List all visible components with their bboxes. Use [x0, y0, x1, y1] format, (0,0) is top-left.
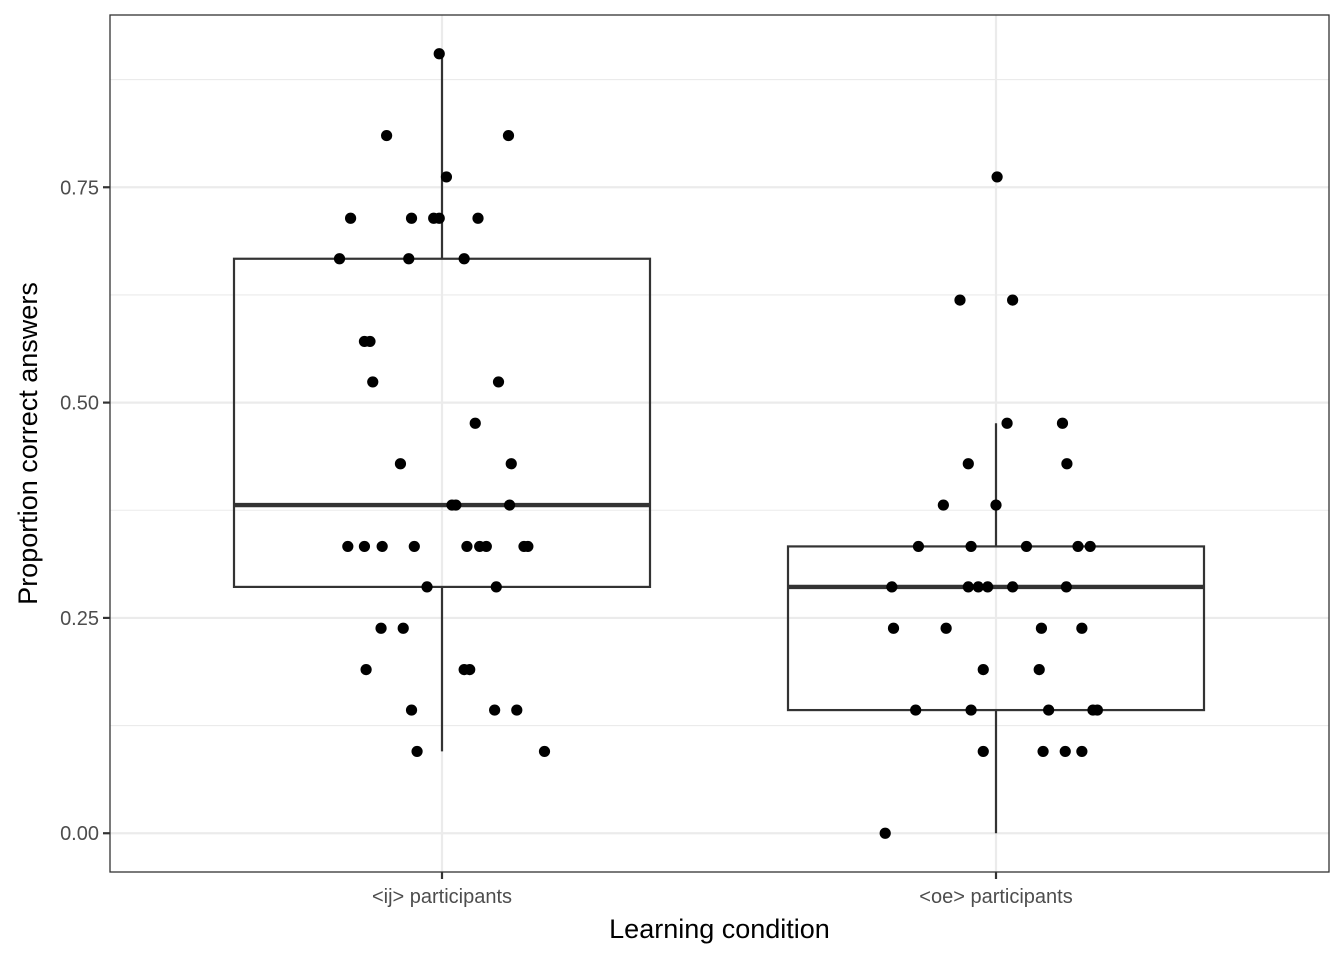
- data-point: [977, 745, 989, 758]
- data-point: [469, 417, 481, 429]
- data-point: [440, 171, 453, 183]
- data-point: [367, 376, 379, 388]
- data-point: [433, 48, 445, 60]
- y-tick-label: 0.50: [60, 393, 99, 415]
- plot-panel-border: [109, 14, 1330, 873]
- y-tick-label: 0.25: [60, 608, 99, 630]
- data-point: [982, 581, 994, 593]
- data-point: [408, 540, 420, 553]
- data-point: [1076, 622, 1088, 634]
- data-point: [403, 253, 415, 265]
- data-point: [502, 129, 515, 142]
- data-point: [421, 581, 433, 593]
- data-point: [333, 253, 346, 265]
- minor-gridlines: [110, 79, 1329, 727]
- data-point: [489, 704, 501, 716]
- x-tick-label: <ij> participants: [372, 886, 512, 908]
- x-axis-title: Learning condition: [609, 914, 830, 944]
- data-point: [965, 540, 977, 553]
- box-iqr: [232, 257, 652, 589]
- data-point: [1020, 540, 1033, 553]
- data-point: [405, 212, 418, 224]
- data-point: [358, 540, 371, 553]
- data-point: [1037, 745, 1049, 758]
- data-point: [360, 663, 372, 676]
- data-point: [1061, 458, 1073, 470]
- y-axis-title: Proportion correct answers: [13, 282, 43, 605]
- x-axis: <ij> participants <oe> participants: [372, 872, 1073, 908]
- x-tick-label: <oe> participants: [919, 886, 1072, 908]
- data-point: [954, 294, 966, 306]
- data-point: [342, 540, 354, 553]
- data-point: [450, 499, 462, 511]
- data-point: [433, 212, 445, 224]
- data-point: [522, 540, 534, 553]
- data-point: [461, 540, 473, 553]
- data-point: [490, 581, 502, 593]
- data-point: [364, 335, 376, 348]
- box-1: [232, 53, 652, 752]
- data-point: [937, 499, 949, 511]
- data-point: [397, 622, 409, 634]
- data-point: [492, 376, 505, 388]
- data-point: [1076, 745, 1088, 758]
- data-point: [344, 212, 357, 224]
- data-point: [879, 827, 891, 839]
- data-point: [458, 253, 470, 265]
- points-layer: [333, 48, 1103, 839]
- data-point: [977, 663, 989, 676]
- data-point: [503, 499, 516, 511]
- boxes-layer: [232, 53, 1206, 834]
- data-point: [1035, 622, 1048, 634]
- data-point: [1033, 663, 1045, 676]
- data-point: [887, 622, 900, 634]
- data-point: [1059, 745, 1071, 758]
- data-point: [376, 540, 388, 553]
- data-point: [538, 745, 551, 758]
- box-iqr: [786, 545, 1206, 712]
- data-point: [972, 581, 984, 593]
- data-point: [1091, 704, 1103, 716]
- data-point: [912, 540, 925, 553]
- data-point: [1007, 294, 1019, 306]
- y-axis: 0.00 0.25 0.50 0.75: [60, 177, 110, 845]
- data-point: [381, 129, 393, 142]
- data-point: [405, 704, 418, 716]
- data-point: [910, 704, 922, 716]
- data-point: [480, 540, 492, 553]
- box-2: [786, 423, 1206, 834]
- data-point: [472, 212, 484, 224]
- data-point: [886, 581, 898, 593]
- y-tick-label: 0.00: [60, 823, 99, 845]
- data-point: [1084, 540, 1096, 553]
- data-point: [940, 622, 952, 634]
- data-point: [1060, 581, 1072, 593]
- data-point: [1072, 540, 1084, 553]
- data-point: [464, 663, 476, 676]
- data-point: [962, 458, 974, 470]
- data-point: [1043, 704, 1055, 716]
- data-point: [411, 745, 423, 758]
- data-point: [505, 458, 517, 470]
- data-point: [1007, 581, 1019, 593]
- data-point: [394, 458, 407, 470]
- data-point: [1056, 417, 1069, 429]
- data-point: [991, 171, 1003, 183]
- y-tick-label: 0.75: [60, 177, 99, 199]
- data-point: [965, 704, 977, 716]
- data-point: [990, 499, 1002, 511]
- data-point: [511, 704, 523, 716]
- data-point: [1001, 417, 1013, 429]
- data-point: [962, 581, 974, 593]
- data-point: [375, 622, 387, 634]
